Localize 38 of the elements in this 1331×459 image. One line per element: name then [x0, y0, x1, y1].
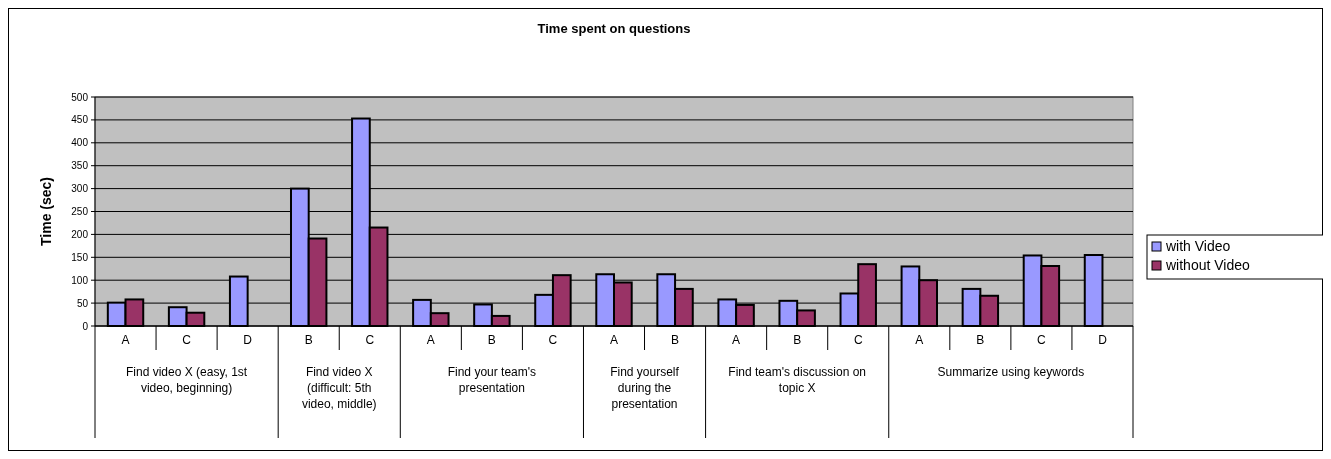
x-tick-label: C: [548, 333, 558, 347]
x-tick-label: D: [1098, 333, 1108, 347]
text: Find video X (easy, 1st video, beginning): [126, 365, 248, 395]
y-tick-label: 0: [82, 320, 89, 332]
legend-label: without Video: [1165, 257, 1251, 273]
legend-label: with Video: [1165, 238, 1231, 254]
x-tick-label: A: [609, 333, 619, 347]
y-tick-label: 350: [71, 160, 89, 172]
x-tick-label: C: [365, 333, 375, 347]
x-tick-label: B: [487, 333, 496, 347]
x-tick-label: A: [121, 333, 130, 347]
x-tick-label: B: [976, 333, 985, 347]
y-tick-label: 200: [71, 228, 89, 240]
text: Find yourself during the presentation: [610, 365, 680, 411]
x-tick-label: C: [182, 333, 192, 347]
x-tick-label: B: [671, 333, 680, 347]
x-tick-label: C: [1037, 333, 1047, 347]
x-tick-label: A: [732, 333, 741, 347]
x-tick-label: C: [853, 333, 863, 347]
y-tick-label: 500: [71, 91, 89, 103]
x-tick-label: B: [304, 333, 313, 347]
text: Find your team's presentation: [447, 365, 537, 395]
text: Find video X (difficult: 5th video, middle): [301, 365, 377, 411]
y-tick-label: 250: [71, 206, 89, 217]
x-tick-label: B: [793, 333, 802, 347]
text: Summarize using keywords: [937, 365, 1085, 379]
y-tick-label: 450: [71, 114, 89, 126]
text: Find team's discussion on topic X: [728, 365, 867, 395]
y-tick-label: 300: [71, 183, 89, 195]
x-tick-label: D: [243, 333, 253, 347]
y-tick-label: 100: [71, 274, 89, 286]
y-tick-label: 50: [76, 297, 89, 309]
y-tick-label: 400: [71, 137, 89, 149]
chart-title: Time spent on questions: [537, 21, 691, 36]
x-tick-label: A: [915, 333, 924, 347]
x-tick-label: A: [426, 333, 435, 347]
y-tick-label: 150: [71, 251, 89, 263]
y-axis-title: Time (sec): [38, 177, 54, 246]
